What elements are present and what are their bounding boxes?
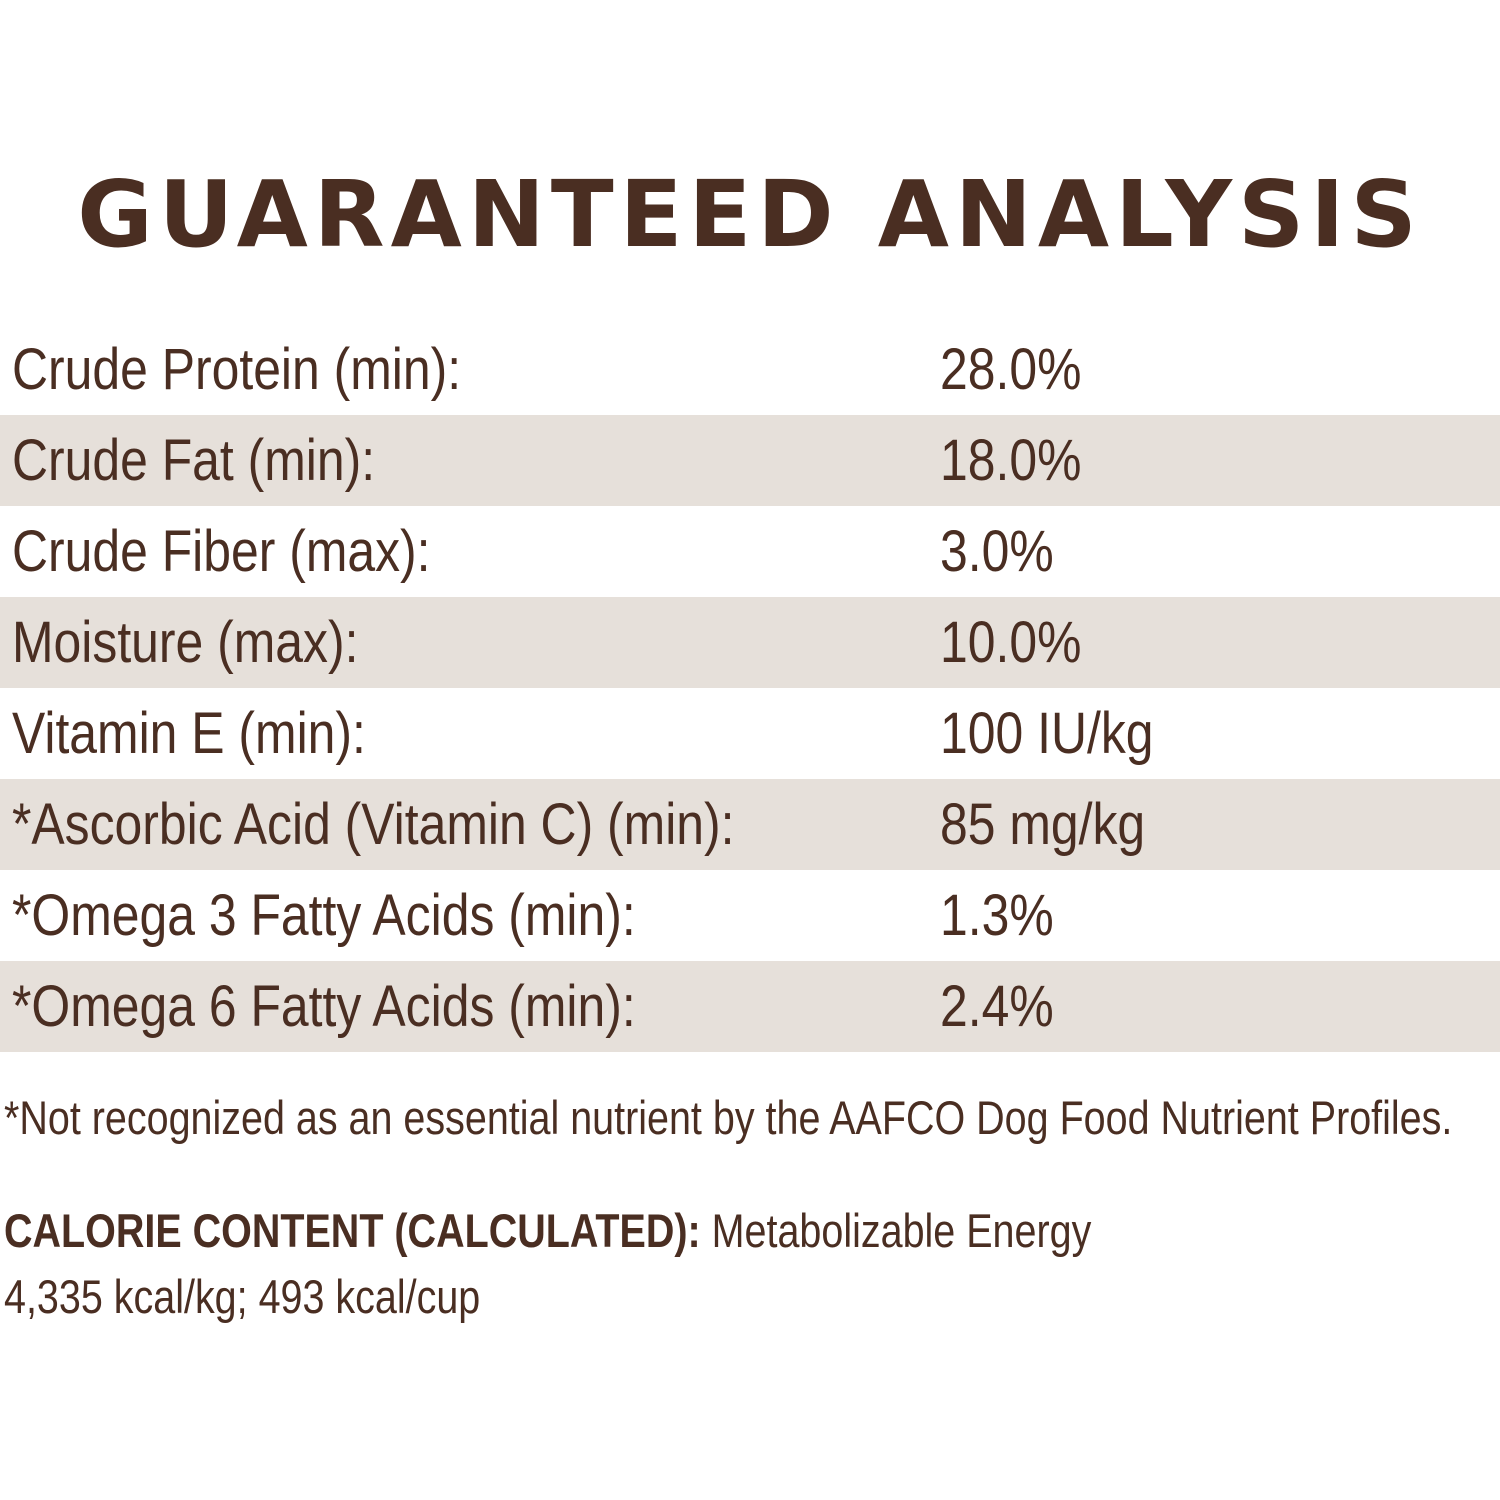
calorie-line-1: CALORIE CONTENT (CALCULATED): Metaboliza… <box>4 1198 1091 1264</box>
row-value: 2.4% <box>940 974 1054 1039</box>
row-label: Crude Protein (min): <box>12 337 462 402</box>
row-value: 18.0% <box>940 428 1082 493</box>
row-label: Crude Fat (min): <box>12 428 376 493</box>
row-label: Crude Fiber (max): <box>12 519 431 584</box>
row-value: 100 IU/kg <box>940 701 1154 766</box>
row-value: 28.0% <box>940 337 1082 402</box>
row-value: 3.0% <box>940 519 1054 584</box>
row-label: Vitamin E (min): <box>12 701 366 766</box>
table-row: *Omega 3 Fatty Acids (min): 1.3% <box>0 870 1500 961</box>
calorie-content: CALORIE CONTENT (CALCULATED): Metaboliza… <box>4 1198 1091 1330</box>
footnote: *Not recognized as an essential nutrient… <box>4 1091 1453 1144</box>
table-row: *Omega 6 Fatty Acids (min): 2.4% <box>0 961 1500 1052</box>
table-row: Crude Protein (min): 28.0% <box>0 324 1500 415</box>
calorie-values: 4,335 kcal/kg; 493 kcal/cup <box>4 1270 481 1323</box>
analysis-table: Crude Protein (min): 28.0% Crude Fat (mi… <box>0 324 1500 1052</box>
row-value: 10.0% <box>940 610 1082 675</box>
page-title: GUARANTEED ANALYSIS <box>77 161 1423 268</box>
table-row: Crude Fat (min): 18.0% <box>0 415 1500 506</box>
calorie-heading: CALORIE CONTENT (CALCULATED): <box>4 1204 701 1257</box>
row-label: *Ascorbic Acid (Vitamin C) (min): <box>12 792 735 857</box>
row-label: Moisture (max): <box>12 610 359 675</box>
calorie-energy-label: Metabolizable Energy <box>700 1204 1092 1257</box>
row-label: *Omega 6 Fatty Acids (min): <box>12 974 636 1039</box>
row-value: 85 mg/kg <box>940 792 1146 857</box>
row-value: 1.3% <box>940 883 1054 948</box>
table-row: Vitamin E (min): 100 IU/kg <box>0 688 1500 779</box>
table-row: Moisture (max): 10.0% <box>0 597 1500 688</box>
table-row: *Ascorbic Acid (Vitamin C) (min): 85 mg/… <box>0 779 1500 870</box>
table-row: Crude Fiber (max): 3.0% <box>0 506 1500 597</box>
row-label: *Omega 3 Fatty Acids (min): <box>12 883 636 948</box>
